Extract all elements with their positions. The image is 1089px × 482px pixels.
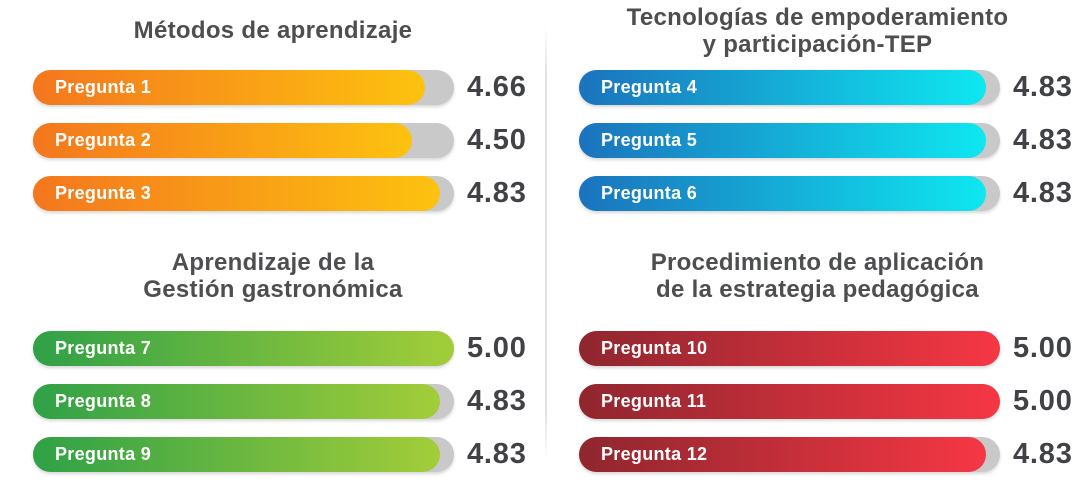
bar-value: 4.83 (1013, 177, 1073, 209)
bar-value: 4.66 (467, 71, 527, 103)
bar-row: Pregunta 10 5.00 (579, 322, 1089, 375)
bar-value: 4.83 (1013, 124, 1073, 156)
bar-value: 4.83 (467, 385, 527, 417)
chart-title-line: Procedimiento de aplicación (650, 249, 985, 276)
chart-title-line: de la estrategia pedagógica (656, 276, 979, 303)
bar-label: Pregunta 12 (601, 444, 708, 464)
bar-fill: Pregunta 3 (33, 176, 440, 211)
bar-fill: Pregunta 8 (33, 384, 440, 419)
bar-value: 4.50 (467, 124, 527, 156)
chart-title-line: Aprendizaje de la (171, 249, 375, 276)
bar-row: Pregunta 12 4.83 (579, 428, 1089, 481)
bar-group: Pregunta 7 5.00 Pregunta 8 4.83 Pregunta… (0, 322, 546, 481)
bar-track: Pregunta 4 (579, 70, 1000, 105)
panel-gestion-gastronomica: Aprendizaje de la Gestión gastronómica P… (0, 230, 546, 482)
panel-metodos-aprendizaje: Métodos de aprendizaje Pregunta 1 4.66 P… (0, 0, 546, 230)
bar-row: Pregunta 4 4.83 (579, 61, 1089, 114)
bar-label: Pregunta 9 (55, 444, 152, 464)
bar-label: Pregunta 1 (55, 77, 152, 97)
bar-track: Pregunta 1 (33, 70, 454, 105)
bar-fill: Pregunta 11 (579, 384, 1000, 419)
bar-value: 5.00 (1013, 385, 1073, 417)
bar-label: Pregunta 3 (55, 183, 152, 203)
bar-track: Pregunta 7 (33, 331, 454, 366)
bar-row: Pregunta 11 5.00 (579, 375, 1089, 428)
chart-title-line: Tecnologías de empoderamiento (626, 3, 1009, 31)
chart-title-line: y participación-TEP (702, 30, 933, 58)
bar-group: Pregunta 4 4.83 Pregunta 5 4.83 Pregunta… (546, 61, 1089, 220)
chart-title: Métodos de aprendizaje (0, 0, 546, 61)
bar-row: Pregunta 2 4.50 (33, 114, 546, 167)
bar-fill: Pregunta 10 (579, 331, 1000, 366)
bar-track: Pregunta 9 (33, 437, 454, 472)
bar-track: Pregunta 8 (33, 384, 454, 419)
bar-track: Pregunta 3 (33, 176, 454, 211)
bar-value: 5.00 (467, 332, 527, 364)
bar-label: Pregunta 7 (55, 338, 152, 358)
bar-fill: Pregunta 1 (33, 70, 426, 105)
bar-label: Pregunta 4 (601, 77, 698, 97)
bar-track: Pregunta 12 (579, 437, 1000, 472)
bar-fill: Pregunta 4 (579, 70, 986, 105)
bar-value: 5.00 (1013, 332, 1073, 364)
bar-row: Pregunta 5 4.83 (579, 114, 1089, 167)
bar-fill: Pregunta 9 (33, 437, 440, 472)
panel-estrategia-pedagogica: Procedimiento de aplicación de la estrat… (546, 230, 1089, 482)
bar-label: Pregunta 10 (601, 338, 708, 358)
bar-row: Pregunta 8 4.83 (33, 375, 546, 428)
bar-label: Pregunta 5 (601, 130, 698, 150)
panel-tecnologias-tep: Tecnologías de empoderamiento y particip… (546, 0, 1089, 230)
bar-value: 4.83 (467, 177, 527, 209)
bar-value: 4.83 (1013, 71, 1073, 103)
bar-row: Pregunta 1 4.66 (33, 61, 546, 114)
bar-track: Pregunta 11 (579, 384, 1000, 419)
chart-title-line: Métodos de aprendizaje (133, 17, 413, 44)
bar-group: Pregunta 1 4.66 Pregunta 2 4.50 Pregunta… (0, 61, 546, 220)
bar-value: 4.83 (467, 438, 527, 470)
bar-row: Pregunta 7 5.00 (33, 322, 546, 375)
chart-title-line: Gestión gastronómica (143, 276, 403, 303)
bar-label: Pregunta 8 (55, 391, 152, 411)
bar-row: Pregunta 6 4.83 (579, 167, 1089, 220)
bar-label: Pregunta 2 (55, 130, 152, 150)
bar-label: Pregunta 11 (601, 391, 707, 411)
bar-track: Pregunta 6 (579, 176, 1000, 211)
bar-group: Pregunta 10 5.00 Pregunta 11 5.00 Pregun… (546, 322, 1089, 481)
bar-label: Pregunta 6 (601, 183, 698, 203)
bar-track: Pregunta 10 (579, 331, 1000, 366)
bar-track: Pregunta 2 (33, 123, 454, 158)
bar-fill: Pregunta 2 (33, 123, 412, 158)
chart-title: Aprendizaje de la Gestión gastronómica (0, 230, 546, 322)
bar-fill: Pregunta 7 (33, 331, 454, 366)
chart-title: Procedimiento de aplicación de la estrat… (546, 230, 1089, 322)
bar-fill: Pregunta 5 (579, 123, 986, 158)
bar-value: 4.83 (1013, 438, 1073, 470)
bar-row: Pregunta 9 4.83 (33, 428, 546, 481)
bar-fill: Pregunta 6 (579, 176, 986, 211)
bar-track: Pregunta 5 (579, 123, 1000, 158)
bar-fill: Pregunta 12 (579, 437, 986, 472)
chart-title: Tecnologías de empoderamiento y particip… (546, 0, 1089, 61)
bar-row: Pregunta 3 4.83 (33, 167, 546, 220)
